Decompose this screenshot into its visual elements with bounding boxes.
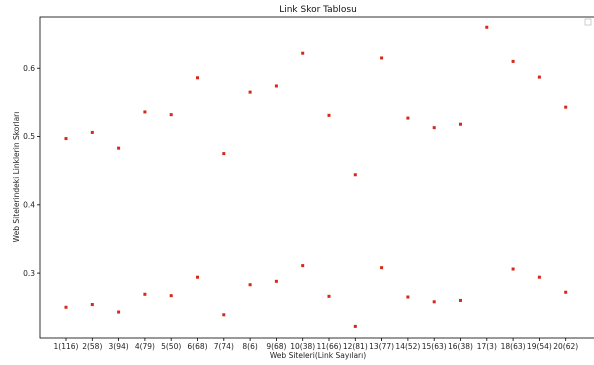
data-point: [222, 313, 226, 317]
legend-box: [584, 18, 592, 26]
data-point: [406, 295, 410, 299]
data-point: [248, 283, 252, 287]
y-tick-label: 0.6: [23, 64, 35, 73]
x-tick-label: 13(77): [369, 342, 394, 351]
data-point: [64, 137, 68, 141]
x-tick-label: 6(68): [187, 342, 207, 351]
x-tick-label: 9(68): [266, 342, 286, 351]
x-tick-label: 20(62): [553, 342, 578, 351]
data-point: [117, 310, 121, 314]
data-point: [196, 275, 199, 279]
data-point: [564, 105, 568, 109]
x-tick-label: 17(3): [477, 342, 497, 351]
data-point: [274, 279, 278, 283]
data-point: [380, 56, 384, 60]
y-tick-label: 0.5: [23, 132, 35, 141]
x-tick-label: 18(63): [501, 342, 526, 351]
data-point: [222, 152, 226, 156]
x-tick-label: 16(38): [448, 342, 473, 351]
data-points: [64, 25, 568, 328]
x-tick-label: 1(116): [54, 342, 79, 351]
data-point: [406, 116, 410, 120]
data-point: [90, 130, 94, 134]
data-point: [353, 324, 357, 328]
data-point: [90, 303, 94, 307]
x-tick-label: 8(6): [242, 342, 257, 351]
data-point: [248, 90, 252, 94]
x-tick-label: 2(58): [82, 342, 102, 351]
x-tick-label: 7(74): [214, 342, 234, 351]
data-point: [353, 173, 357, 177]
data-point: [459, 298, 462, 302]
data-point: [511, 267, 515, 271]
data-point: [169, 113, 173, 117]
y-tick-label: 0.4: [23, 201, 35, 210]
x-tick-label: 19(54): [527, 342, 552, 351]
x-tick-label: 15(63): [422, 342, 447, 351]
plot-frame: [39, 16, 594, 339]
data-point: [327, 294, 331, 298]
x-axis: 1(116) 2(58) 3(94) 4(79) 5(50) 6(68) 7(74) 8(6)…: [54, 338, 578, 351]
x-tick-label: 12(81): [343, 342, 368, 351]
y-axis-title: Web Sitelerindeki Linklerin Skorları: [12, 112, 21, 243]
data-point: [511, 59, 515, 63]
data-point: [537, 275, 541, 279]
x-tick-label: 4(79): [135, 342, 155, 351]
data-point: [432, 126, 436, 130]
data-point: [301, 51, 305, 55]
y-axis: 0.3 0.4 0.5 0.6: [23, 64, 40, 278]
x-axis-title: Web Siteleri(Link Sayıları): [270, 351, 366, 360]
y-tick-label: 0.3: [23, 269, 35, 278]
data-point: [196, 76, 199, 80]
chart-title: Link Skor Tablosu: [279, 5, 357, 15]
data-point: [169, 294, 173, 298]
data-point: [117, 146, 121, 150]
data-point: [143, 292, 147, 296]
data-point: [459, 122, 462, 126]
x-tick-label: 3(94): [109, 342, 129, 351]
x-tick-label: 5(50): [161, 342, 181, 351]
data-point: [143, 110, 147, 114]
data-point: [380, 266, 384, 270]
x-tick-label: 10(38): [290, 342, 315, 351]
data-point: [432, 300, 436, 304]
data-point: [485, 25, 489, 29]
data-point: [564, 290, 568, 294]
data-point: [274, 84, 278, 88]
x-tick-label: 14(52): [395, 342, 420, 351]
data-point: [64, 305, 68, 309]
data-point: [301, 264, 305, 268]
x-tick-label: 11(66): [317, 342, 342, 351]
data-point: [537, 75, 541, 79]
data-point: [327, 113, 331, 117]
